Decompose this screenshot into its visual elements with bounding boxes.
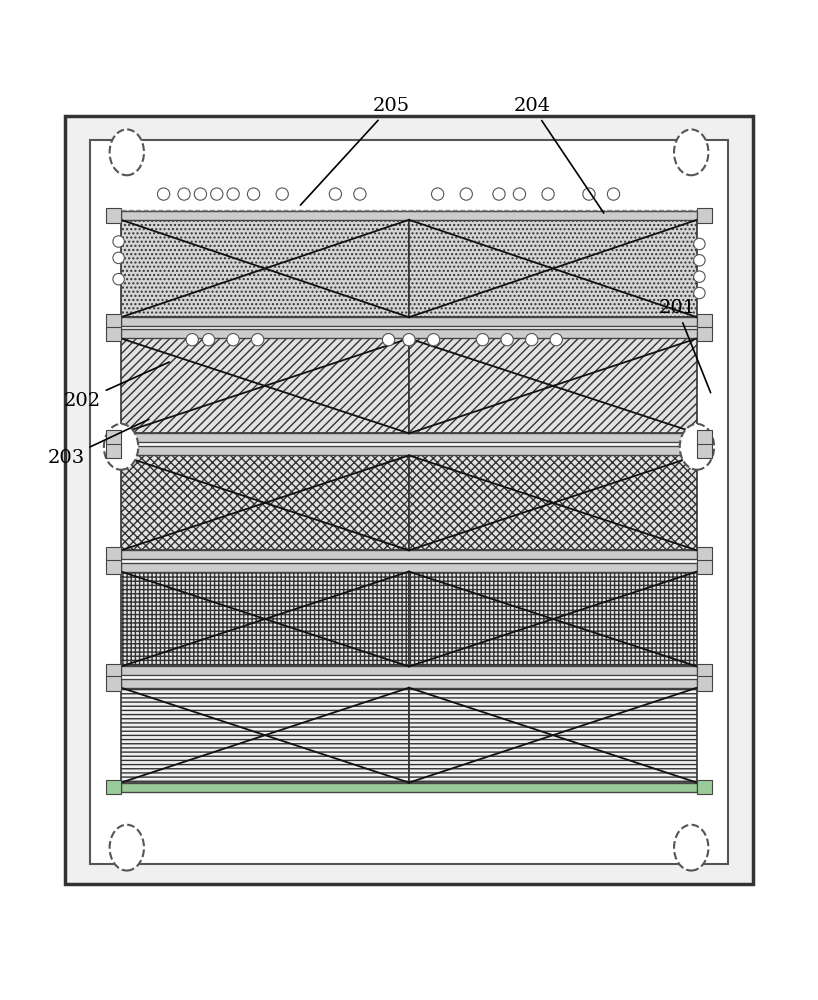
Bar <box>121 572 409 666</box>
Bar <box>106 664 121 678</box>
Ellipse shape <box>110 825 144 871</box>
Bar <box>121 666 697 675</box>
Bar <box>121 220 409 317</box>
Bar <box>106 430 121 445</box>
Circle shape <box>607 188 620 200</box>
Bar <box>697 560 712 574</box>
Circle shape <box>211 188 222 200</box>
Bar <box>697 444 712 458</box>
Bar <box>697 314 712 329</box>
Text: 201: 201 <box>658 299 711 393</box>
Circle shape <box>195 188 206 200</box>
Circle shape <box>514 188 526 200</box>
Bar <box>121 329 697 338</box>
Bar <box>409 572 697 666</box>
Circle shape <box>382 334 394 346</box>
Circle shape <box>694 255 705 266</box>
Bar <box>106 780 121 794</box>
Circle shape <box>526 334 538 346</box>
Circle shape <box>694 271 705 282</box>
Circle shape <box>428 334 440 346</box>
Bar <box>121 446 697 455</box>
Circle shape <box>501 334 514 346</box>
Bar <box>409 455 697 550</box>
Circle shape <box>252 334 263 346</box>
Bar <box>106 676 121 691</box>
Bar <box>409 688 697 783</box>
Bar <box>697 780 712 794</box>
Circle shape <box>550 334 563 346</box>
Bar <box>121 679 697 688</box>
Bar <box>106 444 121 458</box>
Text: 205: 205 <box>300 97 409 205</box>
Circle shape <box>203 334 214 346</box>
Bar <box>121 317 697 326</box>
Circle shape <box>247 188 259 200</box>
Circle shape <box>227 334 239 346</box>
Circle shape <box>582 188 595 200</box>
Bar <box>121 455 409 550</box>
Circle shape <box>492 188 505 200</box>
Circle shape <box>542 188 555 200</box>
Text: 202: 202 <box>64 362 169 410</box>
Bar <box>697 430 712 445</box>
Circle shape <box>354 188 366 200</box>
Bar <box>409 220 697 317</box>
Bar <box>697 327 712 341</box>
Circle shape <box>113 236 124 247</box>
Circle shape <box>402 334 415 346</box>
Bar <box>106 208 121 223</box>
Circle shape <box>329 188 342 200</box>
Circle shape <box>227 188 239 200</box>
Text: 203: 203 <box>47 419 149 467</box>
Bar <box>409 338 697 433</box>
Ellipse shape <box>110 129 144 175</box>
Circle shape <box>187 334 198 346</box>
Bar <box>65 116 753 884</box>
Circle shape <box>276 188 288 200</box>
Ellipse shape <box>104 424 138 470</box>
Bar <box>697 547 712 562</box>
Bar <box>106 314 121 329</box>
Bar <box>121 338 409 433</box>
Circle shape <box>158 188 170 200</box>
Circle shape <box>432 188 444 200</box>
Bar <box>106 327 121 341</box>
Circle shape <box>694 238 705 250</box>
Bar <box>121 550 697 559</box>
Bar <box>697 208 712 223</box>
Bar <box>121 783 697 792</box>
Circle shape <box>113 252 124 264</box>
Circle shape <box>113 273 124 285</box>
Bar <box>121 688 409 783</box>
Bar <box>697 676 712 691</box>
Bar <box>121 563 697 572</box>
Circle shape <box>476 334 488 346</box>
Bar <box>90 140 728 864</box>
Ellipse shape <box>674 129 708 175</box>
Ellipse shape <box>680 424 714 470</box>
Bar <box>121 211 697 220</box>
Ellipse shape <box>674 825 708 871</box>
Bar <box>106 560 121 574</box>
Circle shape <box>460 188 472 200</box>
Bar <box>121 433 697 442</box>
Bar <box>106 547 121 562</box>
Text: 204: 204 <box>514 97 604 213</box>
Bar <box>697 664 712 678</box>
Circle shape <box>694 287 705 299</box>
Circle shape <box>178 188 190 200</box>
